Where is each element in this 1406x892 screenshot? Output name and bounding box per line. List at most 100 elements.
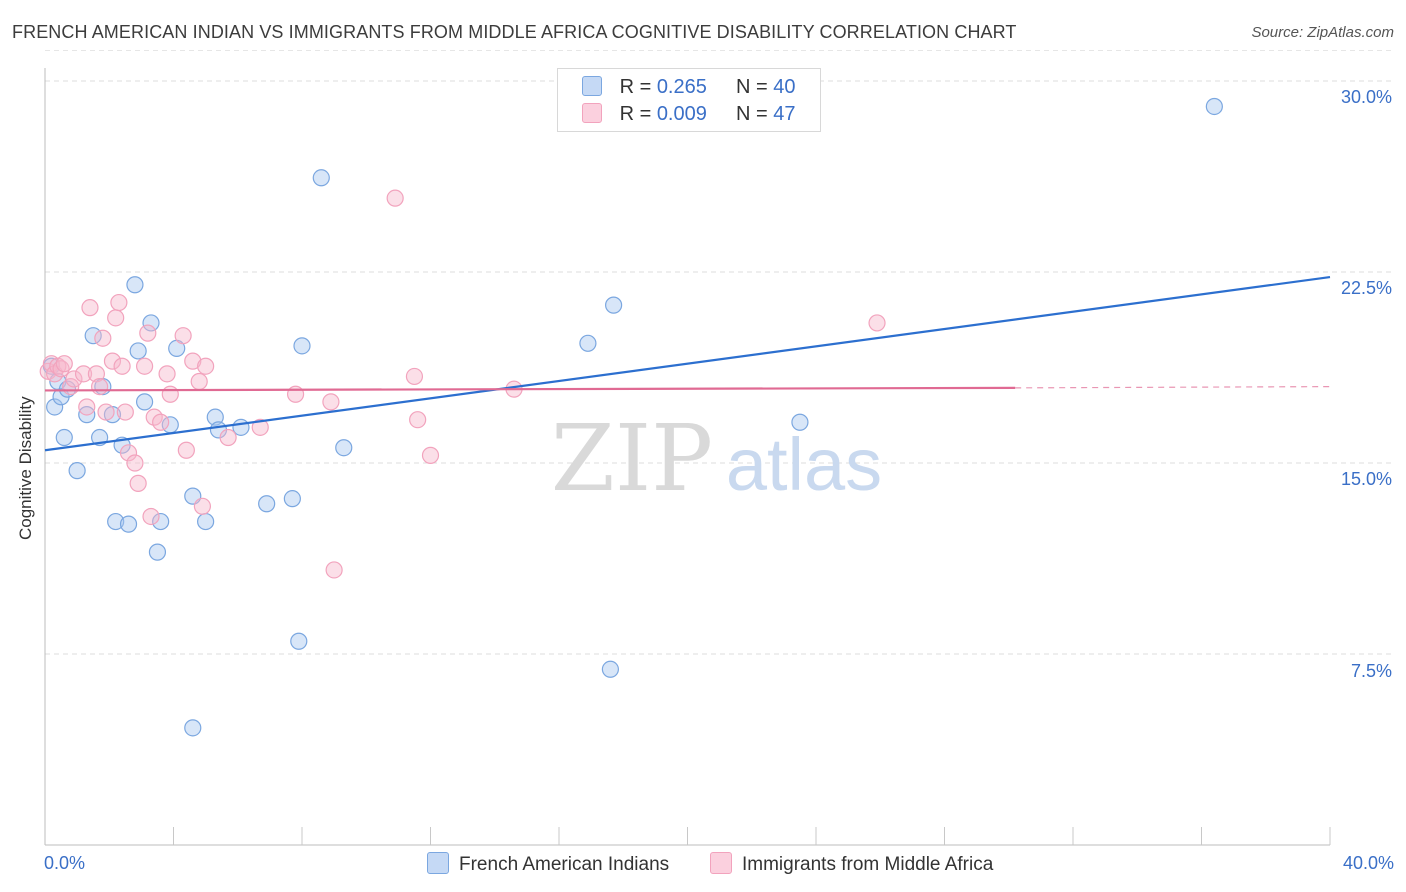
- data-point: [116, 403, 134, 421]
- data-point: [107, 309, 125, 327]
- data-point: [601, 660, 620, 678]
- x-min-label: 0.0%: [44, 853, 86, 873]
- data-point: [139, 324, 157, 342]
- data-point: [791, 413, 809, 431]
- data-point: [78, 398, 96, 416]
- legend-n-value-2: 47: [773, 103, 796, 125]
- legend-n-value-1: 40: [773, 76, 796, 98]
- bottom-legend-swatch-1: [427, 852, 449, 874]
- data-point: [283, 490, 301, 508]
- data-point: [103, 352, 122, 370]
- data-point: [142, 507, 160, 526]
- data-point: [158, 365, 176, 383]
- y-tick-label: 22.5%: [1340, 278, 1392, 298]
- data-point: [177, 441, 195, 459]
- watermark-zip: ZIP: [551, 405, 713, 512]
- data-point: [74, 365, 93, 383]
- data-point: [135, 393, 154, 411]
- data-point: [421, 446, 440, 464]
- data-point: [68, 462, 86, 480]
- data-point: [84, 327, 102, 345]
- watermark: ZIP atlas: [551, 405, 882, 512]
- data-point: [312, 169, 330, 187]
- legend-row-2: R = 0.009 N = 47: [582, 103, 796, 126]
- legend-n-label-2: N =: [736, 103, 774, 125]
- data-point: [605, 296, 623, 314]
- legend: R = 0.265 N = 40 R = 0.009 N = 47: [557, 68, 821, 132]
- trend-lines: [44, 276, 1331, 452]
- data-point: [325, 561, 343, 579]
- data-point: [113, 357, 131, 375]
- data-point: [197, 512, 215, 531]
- grid-lines: [45, 49, 1392, 655]
- data-point: [174, 327, 192, 345]
- data-point: [386, 189, 404, 207]
- trend-line: [44, 276, 1331, 452]
- data-point: [322, 393, 340, 411]
- trend-line: [44, 386, 1016, 392]
- axes: [44, 68, 1331, 846]
- data-point: [119, 515, 138, 533]
- legend-n-label-1: N =: [736, 76, 774, 98]
- data-point: [206, 408, 224, 426]
- y-tick-label: 30.0%: [1340, 87, 1392, 107]
- data-point: [868, 314, 886, 332]
- data-point: [409, 411, 427, 429]
- source-label: Source: ZipAtlas.com: [1251, 24, 1394, 41]
- data-point: [193, 497, 212, 515]
- data-point: [107, 512, 125, 531]
- legend-r-value-2: 0.009: [656, 103, 707, 125]
- data-point: [335, 439, 353, 457]
- data-point: [94, 329, 112, 347]
- data-point: [152, 512, 170, 531]
- legend-r-label-1: R =: [619, 76, 657, 98]
- data-point: [46, 398, 64, 416]
- data-point: [110, 293, 128, 312]
- y-tick-label: 7.5%: [1350, 661, 1392, 681]
- legend-row-1: R = 0.265 N = 40: [582, 76, 796, 99]
- bottom-legend-label-2: Immigrants from Middle Africa: [742, 854, 994, 875]
- data-point: [119, 444, 138, 462]
- bottom-legend-label-1: French American Indians: [459, 854, 670, 875]
- data-point: [97, 403, 115, 421]
- legend-swatch-1: [582, 76, 602, 96]
- data-point: [91, 378, 109, 396]
- data-point: [55, 428, 73, 447]
- data-point: [579, 334, 597, 352]
- data-point: [65, 370, 83, 388]
- bottom-legend-item-2: Immigrants from Middle Africa: [710, 852, 993, 876]
- legend-r-label-2: R =: [619, 103, 657, 125]
- data-point: [1205, 97, 1223, 116]
- data-point: [197, 357, 215, 375]
- data-point: [135, 357, 154, 375]
- bottom-legend-swatch-2: [710, 852, 732, 874]
- chart-title: FRENCH AMERICAN INDIAN VS IMMIGRANTS FRO…: [12, 22, 1017, 42]
- data-point: [258, 495, 276, 513]
- data-point: [405, 367, 424, 386]
- legend-r-value-1: 0.265: [656, 76, 707, 98]
- watermark-atlas: atlas: [726, 423, 882, 506]
- y-tick-label: 15.0%: [1340, 469, 1392, 489]
- trend-line-extension: [1015, 386, 1331, 389]
- data-point: [184, 352, 202, 370]
- data-point: [129, 474, 147, 492]
- data-point: [52, 360, 70, 378]
- bottom-legend-item-1: French American Indians: [427, 852, 669, 876]
- data-point: [148, 543, 167, 561]
- data-point: [55, 355, 73, 373]
- data-point: [142, 314, 160, 332]
- data-point: [190, 372, 208, 391]
- data-point: [251, 418, 269, 436]
- data-point: [286, 385, 305, 403]
- data-point: [152, 413, 170, 431]
- data-point: [58, 380, 77, 398]
- data-point: [161, 385, 179, 403]
- data-points: [39, 97, 1223, 737]
- data-point: [87, 365, 106, 383]
- data-point: [184, 719, 202, 737]
- data-point: [290, 632, 308, 650]
- data-point: [126, 454, 144, 472]
- data-point: [219, 428, 237, 447]
- legend-swatch-2: [582, 103, 602, 123]
